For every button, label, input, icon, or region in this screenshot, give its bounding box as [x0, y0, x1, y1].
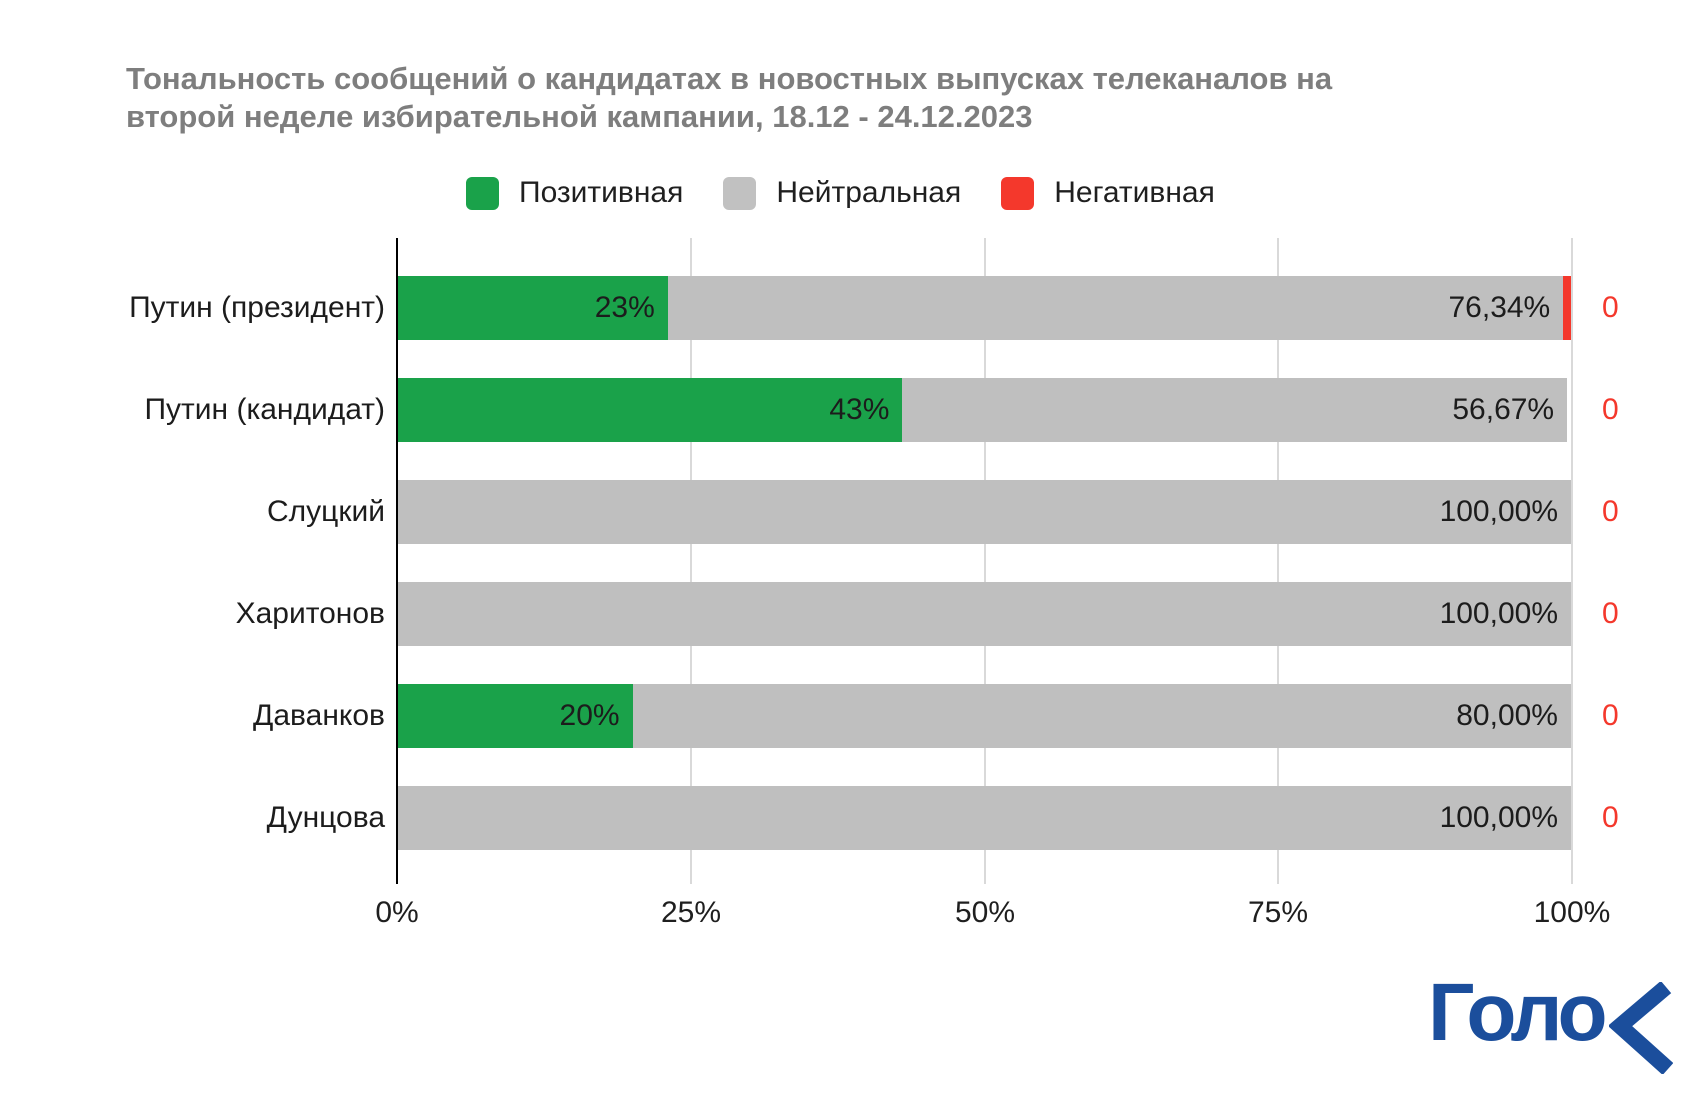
x-tick-label: 75%: [1247, 896, 1309, 929]
bar-row: 100,00%: [398, 480, 1571, 544]
category-label: Даванков: [253, 699, 385, 732]
category-label: Слуцкий: [267, 495, 385, 528]
bar-row: 43% 56,67%: [398, 378, 1571, 442]
logo-chevron-icon: [1608, 982, 1673, 1074]
bar-row: 23% 76,34%: [398, 276, 1571, 340]
neutral-segment: 100,00%: [398, 582, 1571, 646]
category-label: Дунцова: [266, 801, 385, 834]
legend-item: Нейтральная: [723, 176, 961, 210]
negative-count-label: 0: [1602, 597, 1619, 630]
segment-value-label: 80,00%: [1456, 699, 1558, 732]
negative-count-label: 0: [1602, 291, 1619, 324]
negative-count-label: 0: [1602, 699, 1619, 732]
x-tick-label: 25%: [660, 896, 722, 929]
segment-value-label: 100,00%: [1439, 495, 1558, 528]
neutral-segment: 76,34%: [667, 276, 1564, 340]
positive-segment: 43%: [398, 378, 903, 442]
segment-value-label: 20%: [559, 699, 620, 732]
positive-segment: 20%: [398, 684, 633, 748]
neutral-segment: 100,00%: [398, 786, 1571, 850]
gridline: [1571, 238, 1573, 884]
legend-label: Позитивная: [519, 176, 684, 209]
positive-segment: 23%: [398, 276, 668, 340]
legend: Позитивная Нейтральная Негативная: [466, 176, 1215, 210]
legend-swatch-icon: [1001, 176, 1035, 210]
negative-count-label: 0: [1602, 801, 1619, 834]
segment-value-label: 43%: [829, 393, 890, 426]
segment-value-label: 100,00%: [1439, 801, 1558, 834]
legend-item: Негативная: [1001, 176, 1215, 210]
x-tick-label: 50%: [954, 896, 1016, 929]
y-axis-line: [396, 238, 398, 884]
bar-row: 20% 80,00%: [398, 684, 1571, 748]
neutral-segment: 56,67%: [902, 378, 1568, 442]
legend-swatch-icon: [723, 176, 757, 210]
category-label: Путин (президент): [129, 291, 385, 324]
neutral-segment: 80,00%: [632, 684, 1571, 748]
gridline: [984, 238, 986, 884]
category-label: Путин (кандидат): [144, 393, 385, 426]
negative-count-label: 0: [1602, 495, 1619, 528]
negative-count-label: 0: [1602, 393, 1619, 426]
segment-value-label: 76,34%: [1448, 291, 1551, 324]
category-label: Харитонов: [235, 597, 385, 630]
segment-value-label: 100,00%: [1439, 597, 1558, 630]
gridline: [1277, 238, 1279, 884]
segment-value-label: 23%: [594, 291, 655, 324]
golos-logo: Голо: [1428, 967, 1673, 1074]
bar-row: 100,00%: [398, 582, 1571, 646]
legend-swatch-icon: [466, 176, 499, 210]
gridline: [690, 238, 692, 884]
neutral-segment: 100,00%: [398, 480, 1571, 544]
chart-title: Тональность сообщений о кандидатах в нов…: [126, 61, 1333, 134]
negative-segment: [1563, 276, 1571, 340]
legend-label: Негативная: [1054, 176, 1215, 209]
legend-item: Позитивная: [466, 176, 683, 210]
legend-label: Нейтральная: [776, 176, 962, 209]
x-tick-label: 0%: [375, 896, 419, 929]
x-tick-label: 100%: [1533, 896, 1611, 929]
logo-text: Голо: [1428, 967, 1608, 1058]
bar-row: 100,00%: [398, 786, 1571, 850]
segment-value-label: 56,67%: [1452, 393, 1555, 426]
